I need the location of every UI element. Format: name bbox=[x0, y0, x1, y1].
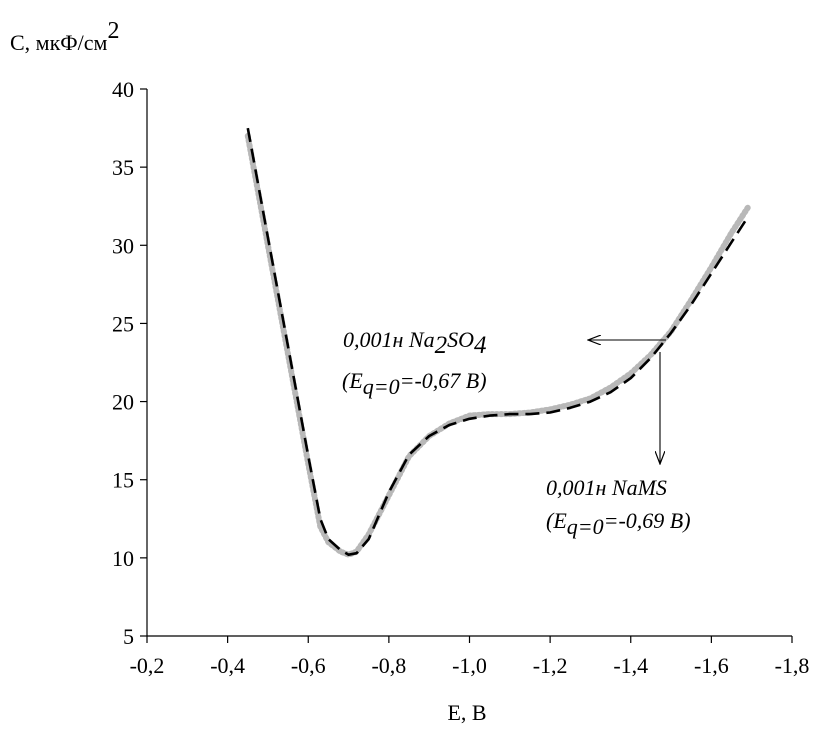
annotation-nams-value: =-0,69 В) bbox=[604, 508, 691, 533]
annotation-na2so4-text-a: 0,001н Na bbox=[343, 327, 435, 352]
y-tick-label: 35 bbox=[112, 155, 134, 180]
annotation-na2so4-e: (E bbox=[342, 368, 363, 393]
annotation-na2so4-sub-2: 2 bbox=[435, 332, 448, 359]
y-tick-label: 5 bbox=[123, 624, 134, 649]
x-tick-label: -1,6 bbox=[694, 653, 729, 678]
annotation-na2so4-value: =-0,67 В) bbox=[400, 368, 487, 393]
x-tick-label: -1,8 bbox=[775, 653, 810, 678]
annotation-na2so4-line1: 0,001н Na2SO4 bbox=[343, 327, 486, 359]
series-group bbox=[244, 127, 751, 558]
y-ticks: 5 10 15 20 25 30 35 40 bbox=[112, 77, 147, 649]
x-tick-label: -0,6 bbox=[291, 653, 326, 678]
annotation-na2so4-sub-4: 4 bbox=[474, 332, 487, 359]
annotation-na2so4-line2: (Eq=0=-0,67 В) bbox=[342, 368, 487, 399]
x-tick-label: -1,4 bbox=[613, 653, 648, 678]
y-tick-label: 25 bbox=[112, 311, 134, 336]
annotation-na2so4-text-b: SO bbox=[447, 327, 474, 352]
annotation-nams-text: 0,001н NaMS bbox=[546, 475, 667, 500]
x-ticks: -0,2 -0,4 -0,6 -0,8 -1,0 -1,2 -1,4 -1,6 -1,8 bbox=[130, 636, 810, 678]
y-axis-title-superscript: 2 bbox=[107, 18, 119, 44]
annotation-na2so4-subscript: q=0 bbox=[363, 374, 400, 399]
x-tick-label: -0,2 bbox=[130, 653, 165, 678]
annotation-nams-line1: 0,001н NaMS bbox=[546, 475, 667, 500]
x-tick-label: -0,4 bbox=[210, 653, 245, 678]
y-tick-label: 30 bbox=[112, 233, 134, 258]
annotation-nams-e: (E bbox=[546, 508, 567, 533]
annotation-nams-subscript: q=0 bbox=[567, 514, 604, 539]
x-tick-label: -1,2 bbox=[533, 653, 568, 678]
series-line-dotted bbox=[244, 132, 751, 558]
y-tick-label: 40 bbox=[112, 77, 134, 102]
y-axis-title: C, мкФ/см2 bbox=[10, 18, 119, 55]
y-tick-label: 15 bbox=[112, 468, 134, 493]
y-tick-label: 10 bbox=[112, 546, 134, 571]
series-line-dashed bbox=[246, 127, 749, 556]
annotation-nams-line2: (Eq=0=-0,69 В) bbox=[546, 508, 691, 539]
y-tick-label: 20 bbox=[112, 390, 134, 415]
x-tick-label: -1,0 bbox=[452, 653, 487, 678]
x-tick-label: -0,8 bbox=[371, 653, 406, 678]
x-axis-title: E, В bbox=[447, 700, 486, 725]
y-axis-title-text: C, мкФ/см bbox=[10, 30, 108, 55]
